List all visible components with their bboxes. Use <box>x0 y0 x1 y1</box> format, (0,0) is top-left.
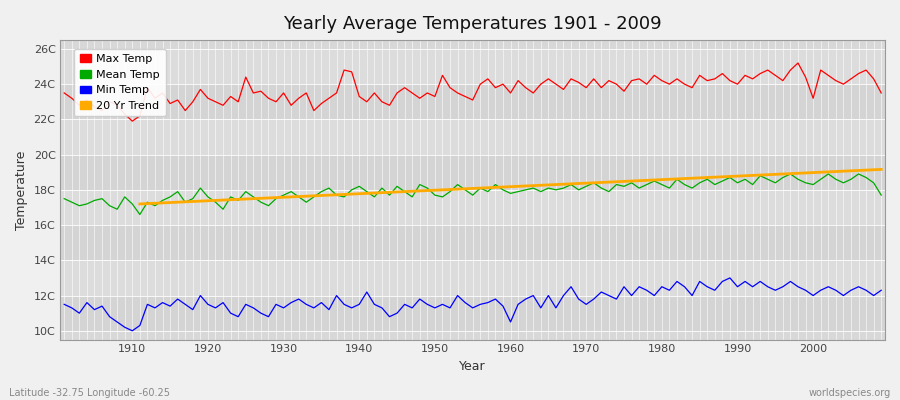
Bar <box>60 155 885 190</box>
Bar <box>60 225 885 260</box>
Bar <box>60 190 885 225</box>
Bar <box>60 49 885 84</box>
Bar <box>60 296 885 331</box>
Bar <box>60 84 885 119</box>
Text: Latitude -32.75 Longitude -60.25: Latitude -32.75 Longitude -60.25 <box>9 388 170 398</box>
Text: worldspecies.org: worldspecies.org <box>809 388 891 398</box>
Title: Yearly Average Temperatures 1901 - 2009: Yearly Average Temperatures 1901 - 2009 <box>284 15 662 33</box>
Bar <box>60 260 885 296</box>
Legend: Max Temp, Mean Temp, Min Temp, 20 Yr Trend: Max Temp, Mean Temp, Min Temp, 20 Yr Tre… <box>74 49 166 116</box>
X-axis label: Year: Year <box>459 360 486 373</box>
Y-axis label: Temperature: Temperature <box>15 150 28 230</box>
Bar <box>60 119 885 155</box>
